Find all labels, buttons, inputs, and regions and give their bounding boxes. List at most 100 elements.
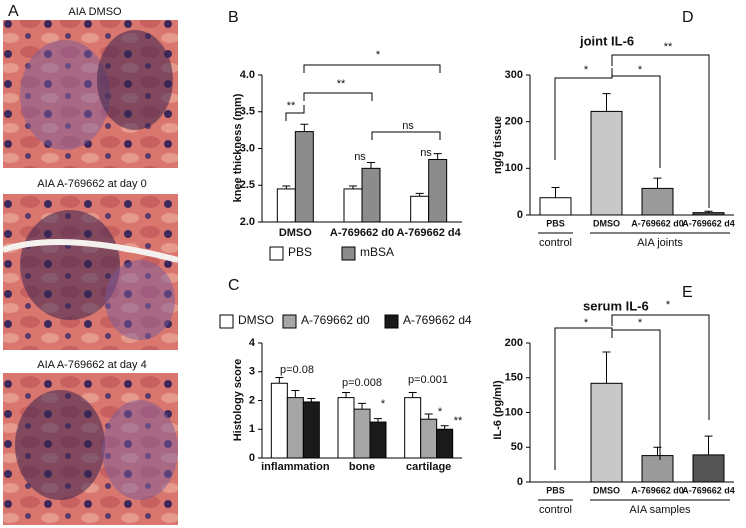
bar [343,188,363,223]
error-bar [602,351,611,384]
annotation: * [438,406,443,418]
x-tick-label: DMSO [593,485,620,495]
error-bar [358,402,366,410]
x-tick-label: PBS [546,218,565,228]
panel-letter: C [228,277,240,294]
chart-title: joint IL-6 [579,33,634,48]
error-bar [367,161,375,169]
group-label: control [539,504,572,516]
group-label: control [539,237,572,249]
legend-label: mBSA [360,245,394,259]
bar [353,408,371,459]
bar [294,131,314,223]
y-tick-label: 2.5 [240,179,255,191]
x-tick-label: PBS [546,485,565,495]
annotation: * [376,49,381,61]
y-tick-label: 4 [249,337,256,349]
bar [404,397,422,459]
legend-swatch [341,246,356,261]
y-tick-label: 3 [249,366,255,378]
panel-letter: E [682,284,693,301]
bar [692,454,725,483]
group-label: AIA samples [629,504,691,516]
significance-bracket [611,329,661,460]
significance-bracket [303,92,373,101]
annotation: * [381,398,386,410]
annotation: ns [402,120,414,132]
error-bar [551,186,560,198]
y-tick-label: 4.0 [240,69,255,81]
y-axis-label: knee thickness (mm) [232,93,244,202]
legend-swatch [282,314,297,329]
legend-swatch [269,246,284,261]
annotation: * [584,64,589,76]
legend-label: DMSO [238,313,274,327]
error-bar [440,425,449,430]
annotation: * [584,317,589,329]
error-bar [602,93,611,112]
annotation: ns [354,151,366,163]
image-label: AIA DMSO [68,6,122,18]
error-bar [349,185,357,189]
x-tick-label: cartilage [406,461,451,473]
bar [302,401,320,459]
significance-bracket [611,54,710,208]
error-bar [291,389,300,398]
x-tick-label: A-769662 d0 [631,485,684,495]
bar [641,455,674,483]
error-bar [275,377,284,384]
x-tick-label: inflammation [261,461,330,473]
x-tick-label: A-769662 d4 [682,218,735,228]
y-tick-label: 0 [517,209,523,221]
bar [286,397,304,459]
image-label: AIA A-769662 at day 4 [37,359,146,371]
error-bar [704,210,713,213]
annotation: p=0.08 [280,364,314,376]
x-tick-label: DMSO [593,218,620,228]
y-tick-label: 3.5 [240,106,255,118]
annotation: p=0.008 [342,377,382,389]
bar [539,197,572,216]
y-axis-label: Histology score [232,359,244,442]
annotation: ** [454,415,463,427]
y-axis-label: ng/g tissue [492,116,504,174]
y-tick-label: 200 [505,337,523,349]
y-tick-label: 2.0 [240,216,255,228]
y-tick-label: 0 [249,452,255,464]
x-tick-label: DMSO [279,227,312,239]
significance-bracket [611,314,710,420]
y-axis-label: IL-6 (pg/ml) [492,380,504,440]
bar [590,382,623,483]
bar [420,418,438,459]
error-bar [408,391,417,398]
bar [276,188,296,223]
bar [337,397,355,459]
error-bar [300,123,309,132]
error-bar [415,192,424,197]
annotation: * [638,317,643,329]
significance-bracket [285,105,305,121]
bar [428,159,448,223]
annotation: p=0.001 [408,374,448,386]
bar [410,195,430,223]
error-bar [424,413,433,420]
bar [361,167,381,223]
y-tick-label: 300 [505,69,523,81]
y-tick-label: 0 [517,476,523,488]
annotation: ns [420,147,432,159]
annotation: * [638,64,643,76]
legend-label: A-769662 d4 [403,313,472,327]
annotation: ** [337,78,346,90]
annotation: * [666,299,671,311]
annotation: ** [287,100,296,112]
y-tick-label: 2 [249,394,255,406]
significance-bracket [371,131,441,140]
error-bar [307,397,316,402]
bar [436,428,454,459]
bar [270,382,288,459]
bar [590,110,623,216]
significance-bracket [611,68,661,168]
panel-letter: A [8,3,19,20]
y-tick-label: 200 [505,116,523,128]
